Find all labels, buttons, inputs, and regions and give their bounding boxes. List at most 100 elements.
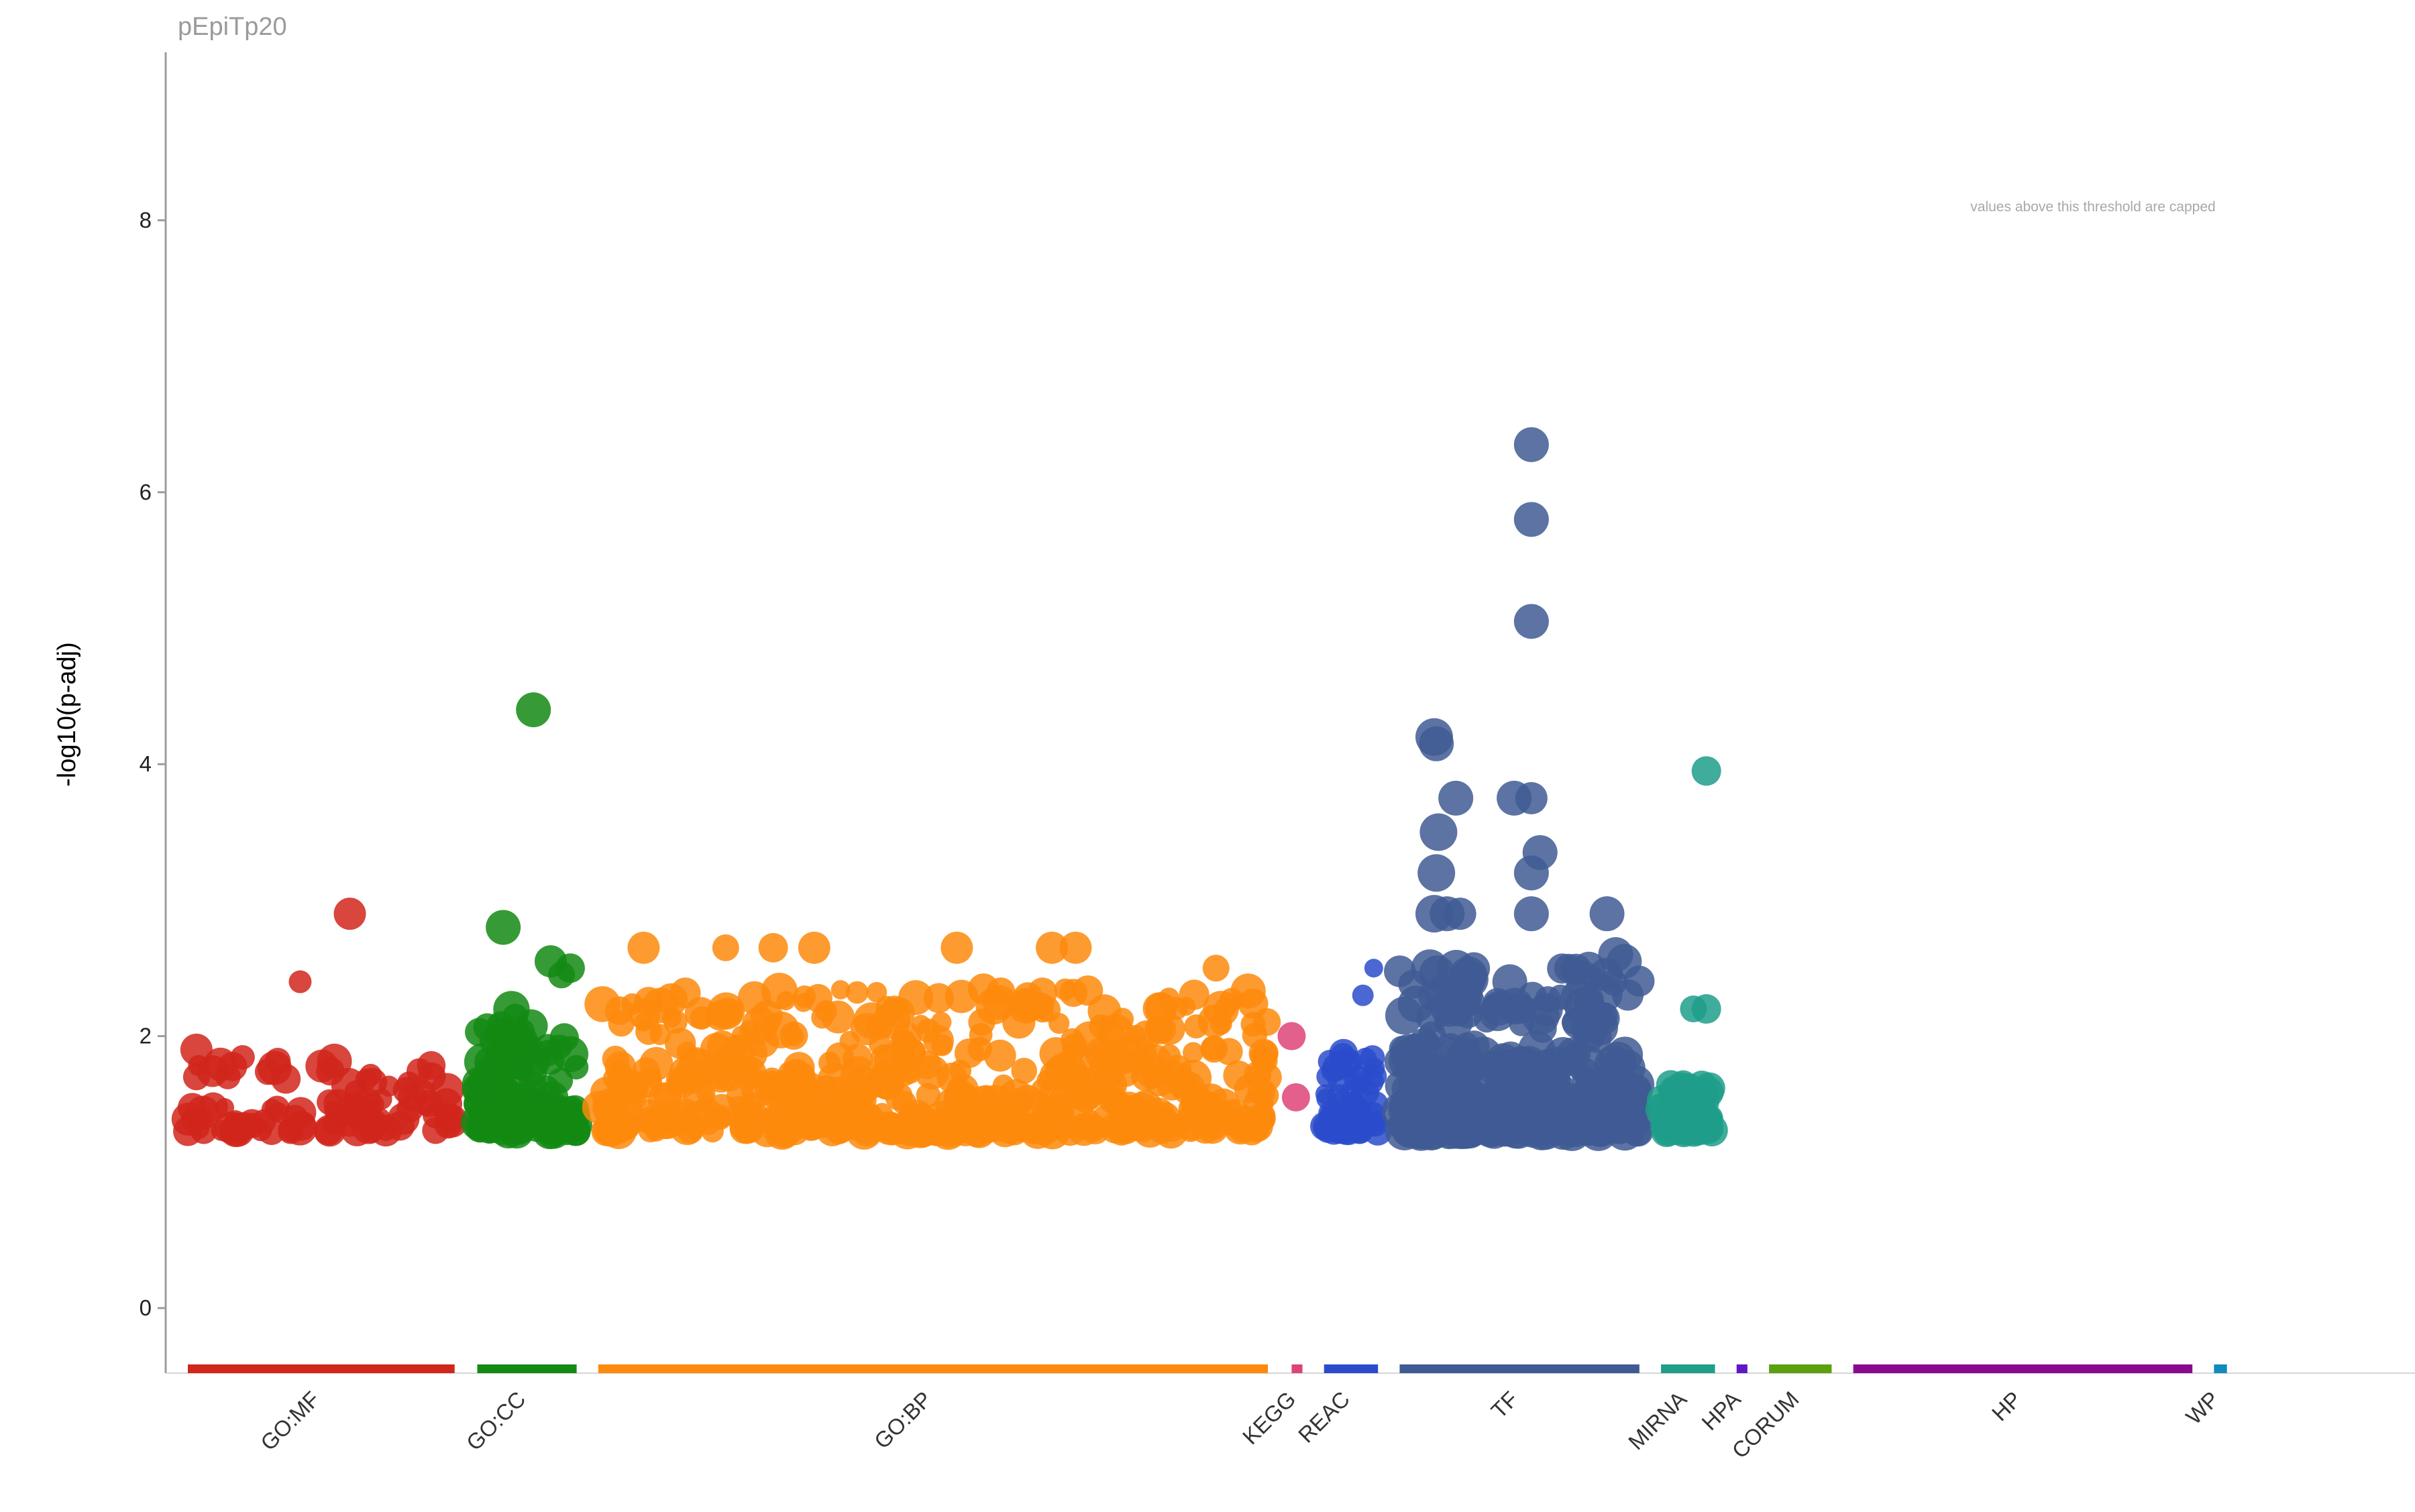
data-point (1612, 979, 1644, 1011)
category-bar (2214, 1364, 2227, 1373)
data-point (1013, 982, 1043, 1012)
data-point (885, 1082, 913, 1111)
data-point (1237, 1116, 1267, 1146)
data-point (924, 983, 954, 1014)
category-label: GO:MF (256, 1387, 325, 1456)
data-point (738, 1116, 765, 1142)
data-point (516, 692, 551, 728)
data-point (1417, 1021, 1446, 1050)
data-point (1492, 964, 1527, 1000)
category-label: KEGG (1238, 1387, 1301, 1450)
data-point (1319, 1110, 1338, 1130)
data-point (1167, 1067, 1197, 1098)
category-label: HP (1987, 1387, 2027, 1426)
data-point (805, 1105, 839, 1138)
data-point (1352, 984, 1374, 1006)
data-point (1101, 1023, 1126, 1048)
data-point (960, 1113, 994, 1148)
data-point (1462, 1100, 1489, 1128)
data-point (780, 1117, 806, 1142)
category-label: MIRNA (1623, 1387, 1691, 1454)
category-label: REAC (1293, 1387, 1354, 1448)
data-point (1549, 1081, 1581, 1114)
data-point (1607, 944, 1642, 979)
data-point (1668, 1094, 1695, 1122)
series-kegg (1277, 1022, 1310, 1112)
data-point (1360, 1045, 1385, 1070)
data-point (344, 1080, 369, 1105)
series-reac (1310, 959, 1393, 1146)
category-bars (188, 1364, 2227, 1373)
data-point (712, 934, 739, 961)
data-point (758, 932, 788, 963)
data-point (1397, 1074, 1435, 1112)
data-point (468, 1104, 500, 1136)
data-point (1128, 1101, 1150, 1123)
data-point (1568, 1045, 1609, 1086)
category-bar (1736, 1364, 1748, 1373)
data-point (1645, 1093, 1677, 1126)
data-point (1183, 1042, 1204, 1063)
data-point (1036, 931, 1068, 964)
data-point (1223, 1060, 1254, 1091)
data-point (1112, 1108, 1133, 1128)
data-point (663, 1010, 688, 1034)
data-point (1621, 1116, 1652, 1146)
data-point (1252, 1008, 1281, 1036)
data-point (627, 931, 660, 964)
category-bar (1291, 1364, 1303, 1373)
data-point (1185, 1095, 1214, 1124)
data-point (1277, 1022, 1306, 1050)
data-point (776, 1087, 799, 1110)
category-bar (188, 1364, 455, 1373)
data-point (1072, 1114, 1097, 1140)
data-point (1521, 997, 1560, 1035)
data-point (180, 1033, 213, 1066)
data-point (842, 1085, 865, 1108)
data-point (1019, 1117, 1046, 1144)
data-point (1522, 834, 1558, 870)
data-point (1481, 1075, 1517, 1111)
y-tick-label: 6 (140, 480, 152, 504)
data-point (173, 1116, 203, 1146)
data-point (288, 970, 312, 993)
data-point (911, 1014, 931, 1034)
y-axis-label: -log10(p-adj) (53, 642, 81, 786)
y-tick-label: 2 (140, 1024, 152, 1048)
data-point (494, 1090, 531, 1127)
data-point (333, 898, 366, 930)
data-point (602, 1045, 629, 1073)
data-point (417, 1050, 446, 1080)
data-point (720, 1001, 743, 1024)
data-point (1087, 994, 1122, 1028)
data-point (730, 1040, 755, 1066)
data-point (548, 961, 576, 989)
data-point (1574, 1014, 1603, 1044)
data-point (1039, 1037, 1073, 1071)
data-point (683, 1118, 704, 1139)
data-point (268, 1102, 289, 1123)
data-point (759, 1070, 782, 1093)
data-point (669, 977, 701, 1008)
category-bar (1853, 1364, 2193, 1373)
data-point (1059, 979, 1088, 1008)
data-point (1417, 854, 1456, 892)
data-point (853, 1002, 890, 1039)
series-go-mf (171, 898, 535, 1147)
data-point (696, 1084, 716, 1104)
data-point (892, 1061, 918, 1087)
data-point (305, 1049, 339, 1083)
data-point (641, 1067, 662, 1088)
threshold-note: values above this threshold are capped (1970, 199, 2215, 215)
data-point (708, 1107, 732, 1130)
data-point (1513, 604, 1549, 639)
data-point (1434, 1068, 1472, 1105)
data-point (877, 1116, 907, 1146)
data-point (794, 993, 813, 1012)
data-point (1438, 780, 1474, 816)
data-point (1586, 1077, 1612, 1103)
data-point (1364, 959, 1383, 978)
data-point (434, 1103, 464, 1133)
data-point (564, 1055, 589, 1080)
